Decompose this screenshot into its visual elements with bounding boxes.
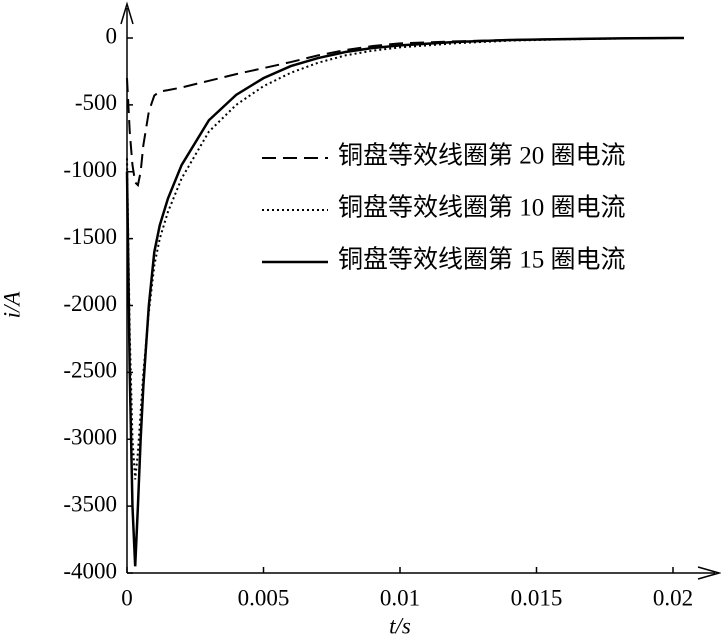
- legend-label: 铜盘等效线圈第 20 圈电流: [338, 142, 626, 170]
- y-axis-label: i/A: [0, 291, 24, 319]
- x-tick-label: 0.005: [238, 585, 290, 610]
- y-tick-label: -3000: [63, 425, 117, 450]
- y-tick-label: -3500: [63, 491, 117, 516]
- x-tick-label: 0.01: [380, 585, 420, 610]
- y-tick-label: -1500: [63, 224, 117, 249]
- x-tick-label: 0.02: [653, 585, 693, 610]
- x-tick-label: 0.015: [511, 585, 563, 610]
- axes: [120, 1, 721, 580]
- y-arrow: [120, 1, 134, 25]
- legend-label: 铜盘等效线圈第 10 圈电流: [338, 194, 626, 222]
- y-tick-label: -2500: [63, 358, 117, 383]
- x-tick-label: 0: [121, 585, 133, 610]
- y-tick-label: -2000: [63, 291, 117, 316]
- x-arrow: [697, 566, 721, 580]
- x-axis-label: t/s: [389, 613, 411, 638]
- y-tick-label: -4000: [63, 558, 117, 583]
- legend-label: 铜盘等效线圈第 15 圈电流: [338, 246, 626, 274]
- y-tick-label: -1000: [63, 157, 117, 182]
- line-series: [125, 36, 684, 567]
- y-tick-label: 0: [106, 23, 118, 48]
- y-tick-label: -500: [75, 90, 117, 115]
